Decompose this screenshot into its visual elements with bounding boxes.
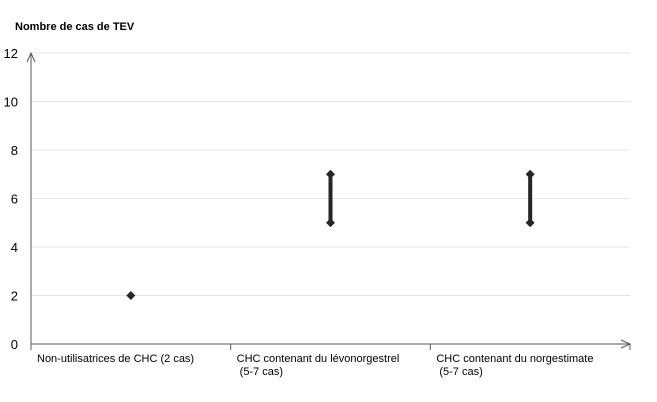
x-category-separators bbox=[30, 344, 631, 350]
data-point bbox=[126, 291, 136, 300]
data-point bbox=[326, 169, 335, 179]
x-category-label: (5-7 cas) bbox=[439, 366, 482, 378]
y-axis-title: Nombre de cas de TEV bbox=[15, 21, 135, 33]
data-point bbox=[525, 169, 535, 179]
axes bbox=[26, 51, 632, 349]
x-category-label: (5-7 cas) bbox=[240, 366, 283, 378]
data-point bbox=[326, 218, 335, 228]
y-tick-labels: 0 2 4 6 8 10 12 bbox=[4, 46, 18, 352]
y-tick-label: 10 bbox=[4, 95, 18, 110]
y-tick-label: 2 bbox=[11, 289, 18, 304]
y-axis-arrowhead bbox=[26, 51, 36, 63]
y-tick-label: 4 bbox=[11, 240, 18, 255]
data-point bbox=[525, 218, 535, 228]
y-tick-label: 0 bbox=[11, 337, 18, 352]
x-category-label: CHC contenant du norgestimate bbox=[436, 353, 593, 365]
x-category-label: CHC contenant du lévonorgestrel bbox=[237, 353, 400, 365]
y-tick-label: 8 bbox=[11, 143, 18, 158]
x-category-labels: Non-utilisatrices de CHC (2 cas) CHC cont… bbox=[37, 353, 593, 378]
x-category-label: Non-utilisatrices de CHC (2 cas) bbox=[37, 353, 194, 365]
data-marks bbox=[126, 169, 535, 300]
y-tick-label: 6 bbox=[11, 192, 18, 207]
y-tick-label: 12 bbox=[4, 46, 18, 61]
